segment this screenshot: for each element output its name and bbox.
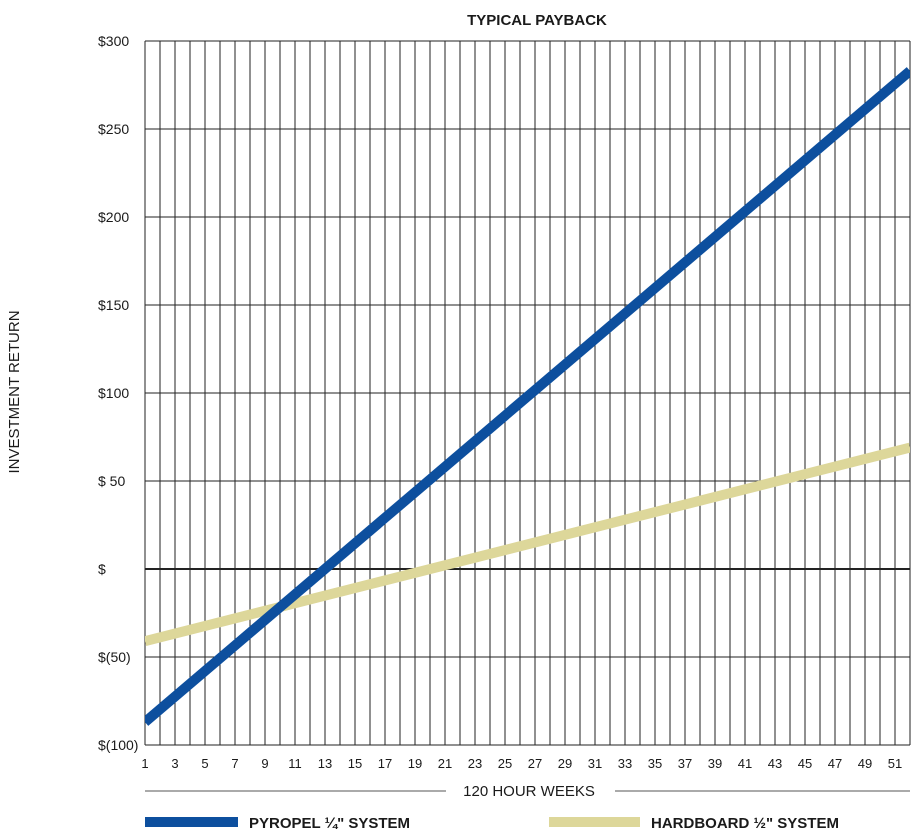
y-tick-label: $ 50 — [98, 473, 125, 489]
x-tick-label: 37 — [678, 756, 692, 771]
x-tick-label: 17 — [378, 756, 392, 771]
x-tick-label: 11 — [288, 756, 302, 771]
series-lines — [145, 67, 910, 726]
x-tick-label: 43 — [768, 756, 782, 771]
x-tick-label: 41 — [738, 756, 752, 771]
x-tick-label: 39 — [708, 756, 722, 771]
x-tick-label: 29 — [558, 756, 572, 771]
x-tick-label: 47 — [828, 756, 842, 771]
series-line-hardboard — [145, 442, 910, 647]
x-tick-label: 15 — [348, 756, 362, 771]
y-tick-label: $250 — [98, 121, 129, 137]
x-tick-label: 27 — [528, 756, 542, 771]
y-axis-title: INVESTMENT RETURN — [6, 310, 23, 473]
x-tick-label: 51 — [888, 756, 902, 771]
x-tick-label: 19 — [408, 756, 422, 771]
chart-title: TYPICAL PAYBACK — [467, 12, 607, 29]
x-tick-label: 49 — [858, 756, 872, 771]
legend-label-pyropel: PYROPEL ¼" SYSTEM — [249, 815, 410, 832]
grid — [144, 40, 911, 746]
x-tick-label: 21 — [438, 756, 452, 771]
x-tick-label: 25 — [498, 756, 512, 771]
legend: PYROPEL ¼" SYSTEM HARDBOARD ½" SYSTEM — [145, 815, 839, 832]
x-tick-label: 45 — [798, 756, 812, 771]
x-tick-label: 13 — [318, 756, 332, 771]
y-tick-label: $(100) — [98, 737, 138, 753]
x-axis-ticks: 1 3 5 7 9 11 13 15 17 19 21 23 25 27 29 31 33 35 37 39 41 43 4… — [141, 756, 902, 771]
x-tick-label: 7 — [231, 756, 238, 771]
x-axis-title: 120 HOUR WEEKS — [463, 783, 595, 800]
x-tick-label: 33 — [618, 756, 632, 771]
x-tick-label: 1 — [141, 756, 148, 771]
x-tick-label: 5 — [201, 756, 208, 771]
legend-label-hardboard: HARDBOARD ½" SYSTEM — [651, 815, 839, 832]
y-axis-ticks: $300 $250 $200 $150 $100 $ 50 $ $(50) $(100) — [98, 33, 138, 753]
x-tick-label: 35 — [648, 756, 662, 771]
series-line-pyropel — [145, 67, 910, 726]
y-tick-label: $100 — [98, 385, 129, 401]
x-tick-label: 31 — [588, 756, 602, 771]
y-tick-label: $(50) — [98, 649, 131, 665]
x-tick-label: 9 — [261, 756, 268, 771]
x-axis-title-group: 120 HOUR WEEKS — [145, 783, 910, 800]
y-tick-label: $ — [98, 561, 106, 577]
y-tick-label: $200 — [98, 209, 129, 225]
x-tick-label: 3 — [171, 756, 178, 771]
y-tick-label: $300 — [98, 33, 129, 49]
x-tick-label: 23 — [468, 756, 482, 771]
y-tick-label: $150 — [98, 297, 129, 313]
